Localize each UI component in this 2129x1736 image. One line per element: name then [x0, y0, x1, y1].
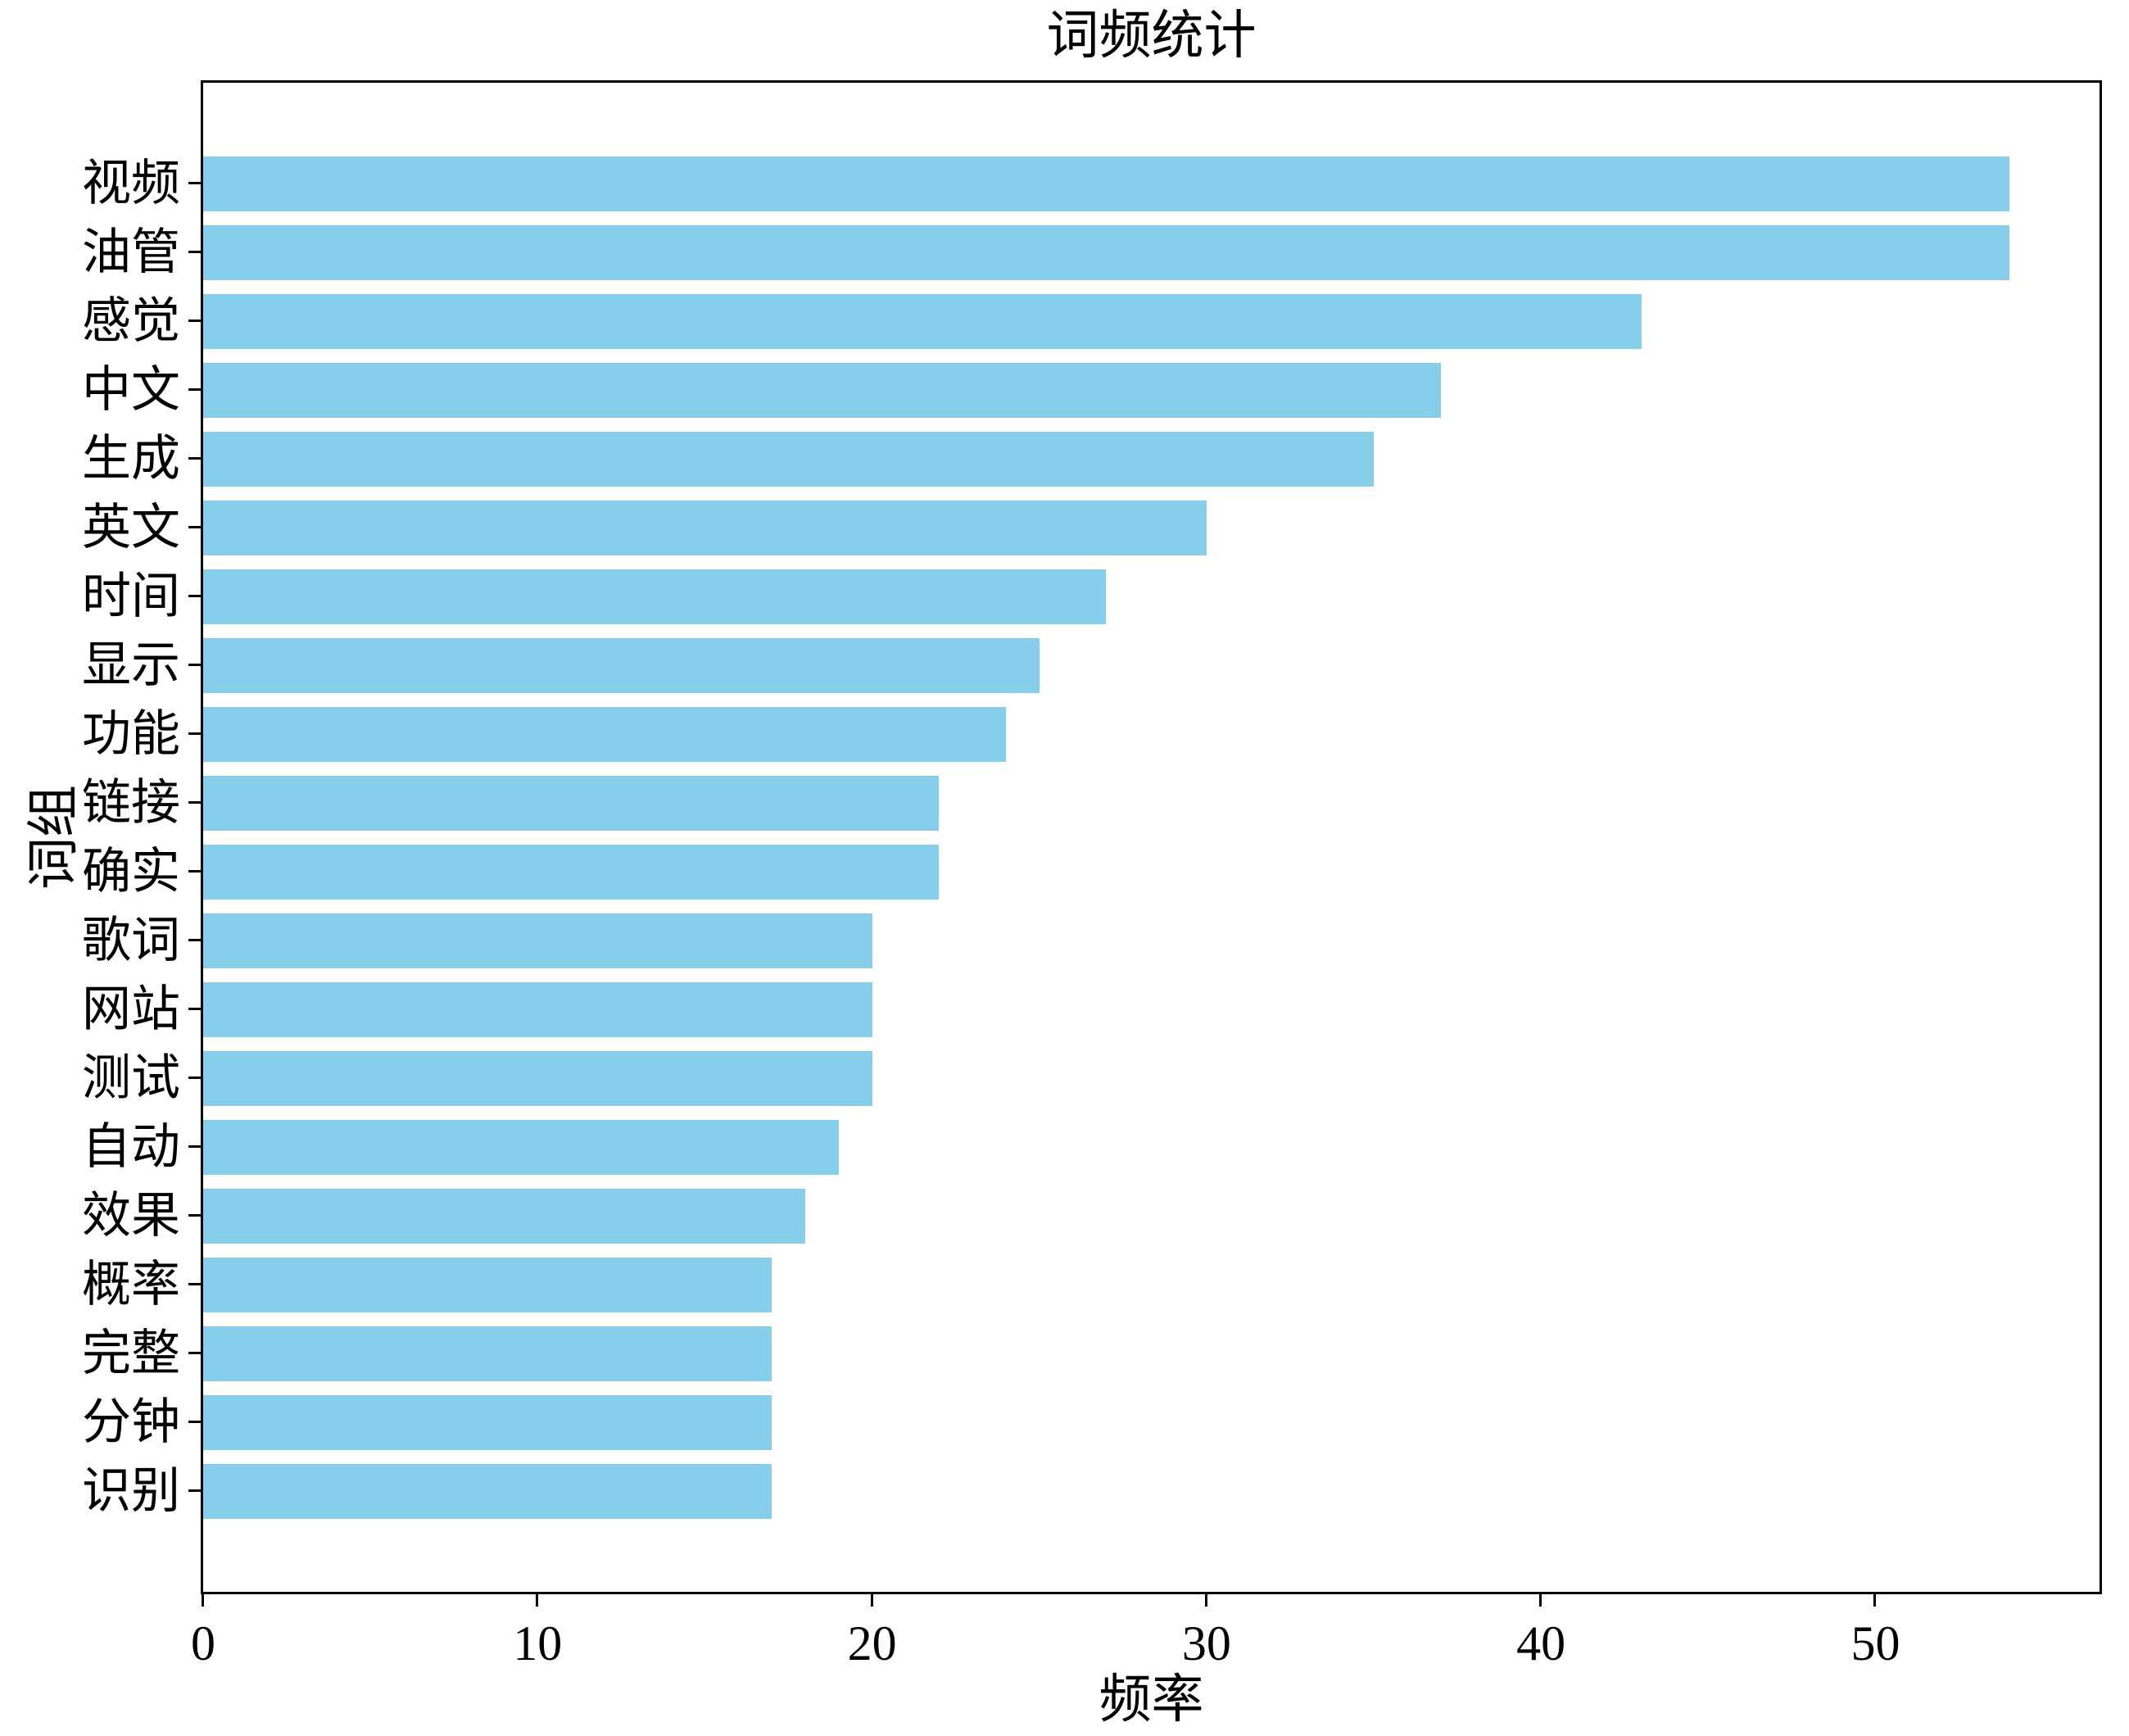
- bar: [203, 1119, 839, 1175]
- bar: [203, 981, 872, 1037]
- y-tick-label: 视频: [82, 156, 180, 211]
- y-tick-label: 效果: [82, 1189, 180, 1243]
- bar-row: 功能: [82, 700, 2100, 768]
- y-tick-mark: [188, 1145, 201, 1148]
- plot-area: 视频油管感觉中文生成英文时间显示功能链接确实歌词网站测试自动效果概率完整分钟识别…: [82, 80, 2102, 1670]
- y-tick-mark: [188, 1352, 201, 1354]
- x-tick-label: 50: [1850, 1616, 1900, 1670]
- x-tick-label: 20: [847, 1616, 897, 1670]
- bar: [203, 224, 2009, 280]
- y-tick-mark: [188, 457, 201, 460]
- y-tick-label: 歌词: [82, 913, 180, 968]
- bar: [203, 569, 1107, 624]
- bar-row: 时间: [82, 562, 2100, 631]
- y-tick-label: 概率: [82, 1258, 180, 1312]
- bar: [203, 1463, 772, 1519]
- bar-row: 效果: [82, 1181, 2100, 1250]
- bar-row: 网站: [82, 975, 2100, 1044]
- bar: [203, 1326, 772, 1381]
- bar-row: 链接: [82, 768, 2100, 837]
- y-tick-mark: [188, 320, 201, 322]
- bar-row: 自动: [82, 1113, 2100, 1181]
- y-tick-label: 测试: [82, 1051, 180, 1105]
- y-tick-mark: [188, 1214, 201, 1217]
- y-tick-label: 时间: [82, 569, 180, 623]
- y-tick-label: 显示: [82, 638, 180, 692]
- y-tick-mark: [188, 939, 201, 941]
- y-tick-mark: [188, 595, 201, 597]
- bar-row: 概率: [82, 1250, 2100, 1319]
- y-axis-label: 词组: [25, 785, 83, 890]
- x-tick-mark: [1204, 1594, 1207, 1607]
- y-tick-mark: [188, 1008, 201, 1010]
- y-tick-label: 生成: [82, 432, 180, 486]
- x-tick-mark: [536, 1594, 539, 1607]
- y-tick-mark: [188, 388, 201, 391]
- y-tick-mark: [188, 1077, 201, 1079]
- y-tick-label: 自动: [82, 1120, 180, 1174]
- x-tick-mark: [1873, 1594, 1877, 1607]
- y-tick-label: 油管: [82, 225, 180, 279]
- x-tick-label: 0: [191, 1616, 215, 1670]
- bars-container: 视频油管感觉中文生成英文时间显示功能链接确实歌词网站测试自动效果概率完整分钟识别: [82, 83, 2100, 1592]
- y-tick-label: 确实: [82, 845, 180, 899]
- bar-row: 显示: [82, 631, 2100, 700]
- x-tick-mark: [1539, 1594, 1542, 1607]
- bar-row: 测试: [82, 1044, 2100, 1113]
- bar: [203, 156, 2009, 211]
- bar-row: 歌词: [82, 906, 2100, 975]
- y-tick-mark: [188, 870, 201, 873]
- x-tick-label: 10: [513, 1616, 563, 1670]
- bar: [203, 362, 1441, 418]
- x-axis-label: 频率: [1098, 1670, 1204, 1729]
- bar-row: 视频: [82, 149, 2100, 218]
- x-tick-label: 30: [1181, 1616, 1231, 1670]
- bar: [203, 637, 1040, 693]
- bar: [203, 1050, 872, 1106]
- y-tick-mark: [188, 1283, 201, 1285]
- bar: [203, 1394, 772, 1450]
- bar: [203, 913, 872, 968]
- y-tick-mark: [188, 1489, 201, 1492]
- bar: [203, 1257, 772, 1312]
- bar-row: 油管: [82, 218, 2100, 287]
- bar-row: 生成: [82, 424, 2100, 493]
- y-tick-label: 识别: [82, 1464, 180, 1518]
- bar: [203, 293, 1642, 349]
- bar: [203, 500, 1207, 555]
- x-tick-label: 40: [1516, 1616, 1566, 1670]
- y-tick-mark: [188, 182, 201, 184]
- y-tick-mark: [188, 526, 201, 528]
- x-tick-mark: [202, 1594, 204, 1607]
- x-tick-mark: [870, 1594, 873, 1607]
- bar-row: 感觉: [82, 287, 2100, 356]
- y-tick-label: 完整: [82, 1326, 180, 1380]
- y-tick-mark: [188, 664, 201, 666]
- y-tick-label: 感觉: [82, 294, 180, 348]
- bar-row: 确实: [82, 837, 2100, 906]
- bar: [203, 844, 940, 900]
- y-tick-label: 分钟: [82, 1395, 180, 1449]
- y-tick-label: 英文: [82, 501, 180, 555]
- bar-row: 完整: [82, 1319, 2100, 1388]
- y-tick-label: 网站: [82, 982, 180, 1036]
- y-tick-mark: [188, 732, 201, 735]
- y-tick-mark: [188, 801, 201, 804]
- bar-row: 中文: [82, 356, 2100, 424]
- bar-row: 识别: [82, 1457, 2100, 1525]
- bar-row: 分钟: [82, 1388, 2100, 1457]
- y-tick-label: 中文: [82, 363, 180, 417]
- y-tick-mark: [188, 1421, 201, 1423]
- bar-row: 英文: [82, 493, 2100, 562]
- bar: [203, 1188, 805, 1244]
- bar: [203, 706, 1006, 762]
- bar: [203, 431, 1374, 487]
- y-tick-label: 链接: [82, 776, 180, 830]
- bar: [203, 775, 940, 831]
- y-tick-mark: [188, 251, 201, 253]
- chart-title: 词频统计: [1046, 7, 1257, 65]
- y-tick-label: 功能: [82, 707, 180, 761]
